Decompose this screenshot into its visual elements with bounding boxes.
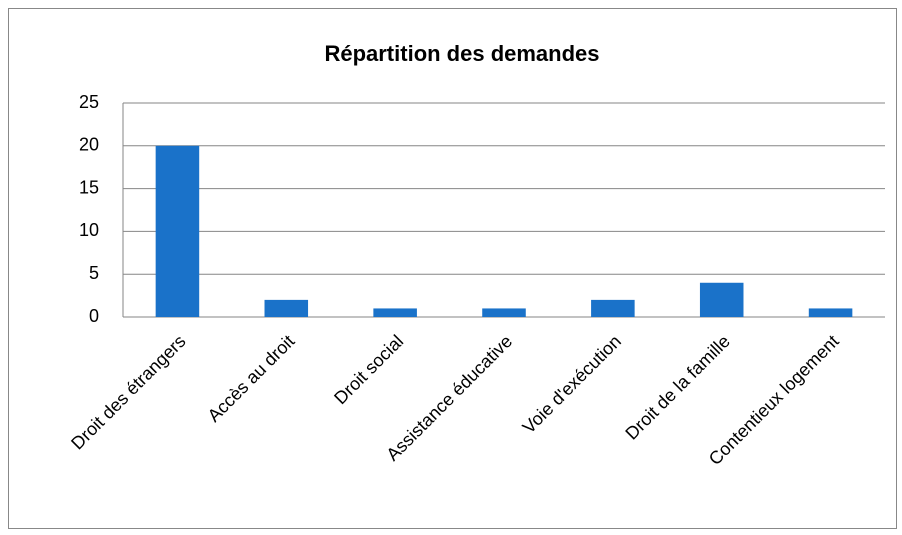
y-tick-label: 10 [79, 220, 99, 240]
bar [264, 299, 309, 317]
bar [373, 308, 417, 317]
y-tick-label: 0 [89, 306, 99, 326]
y-tick-label: 5 [89, 263, 99, 283]
chart-frame [8, 8, 897, 529]
y-tick-label: 20 [79, 135, 99, 155]
chart-title: Répartition des demandes [324, 41, 599, 66]
y-tick-label: 25 [79, 92, 99, 112]
bar [591, 299, 635, 317]
bar [482, 308, 526, 317]
bar [808, 308, 853, 317]
bar [699, 282, 744, 317]
bar [155, 145, 200, 317]
y-tick-label: 15 [79, 177, 99, 197]
